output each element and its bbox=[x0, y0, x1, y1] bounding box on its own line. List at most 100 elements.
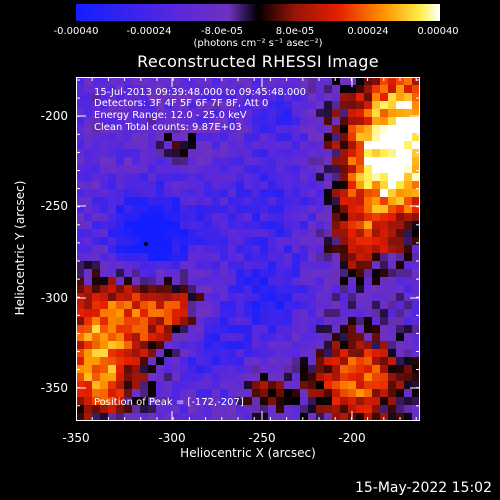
image-pixel bbox=[388, 93, 397, 102]
image-pixel bbox=[324, 245, 333, 254]
image-pixel bbox=[340, 301, 349, 310]
image-pixel bbox=[116, 173, 125, 182]
image-pixel bbox=[116, 317, 125, 326]
image-pixel bbox=[340, 261, 349, 270]
image-pixel bbox=[156, 205, 165, 214]
image-pixel bbox=[204, 197, 213, 206]
image-pixel bbox=[260, 405, 269, 414]
image-pixel bbox=[92, 413, 101, 421]
image-pixel bbox=[116, 85, 125, 94]
image-pixel bbox=[236, 397, 245, 406]
image-pixel bbox=[356, 205, 365, 214]
image-pixel bbox=[348, 173, 357, 182]
image-pixel bbox=[364, 93, 373, 102]
image-pixel bbox=[284, 157, 293, 166]
image-pixel bbox=[364, 125, 373, 134]
image-pixel bbox=[292, 85, 301, 94]
image-pixel bbox=[260, 157, 269, 166]
image-pixel bbox=[372, 77, 381, 86]
image-pixel bbox=[220, 389, 229, 398]
image-pixel bbox=[180, 405, 189, 414]
image-pixel bbox=[324, 373, 333, 382]
image-pixel bbox=[108, 261, 117, 270]
image-pixel bbox=[132, 173, 141, 182]
image-pixel bbox=[108, 125, 117, 134]
image-pixel bbox=[132, 373, 141, 382]
image-pixel bbox=[340, 229, 349, 238]
image-pixel bbox=[92, 85, 101, 94]
image-pixel bbox=[308, 117, 317, 126]
image-pixel bbox=[276, 165, 285, 174]
image-pixel bbox=[340, 245, 349, 254]
image-pixel bbox=[388, 301, 397, 310]
image-pixel bbox=[252, 181, 261, 190]
image-pixel bbox=[308, 405, 317, 414]
image-pixel bbox=[196, 197, 205, 206]
image-pixel bbox=[140, 325, 149, 334]
image-pixel bbox=[76, 237, 85, 246]
image-pixel bbox=[220, 349, 229, 358]
image-pixel bbox=[132, 325, 141, 334]
image-pixel bbox=[140, 85, 149, 94]
image-pixel bbox=[356, 165, 365, 174]
image-pixel bbox=[76, 405, 85, 414]
image-pixel bbox=[84, 109, 93, 118]
image-pixel bbox=[364, 213, 373, 222]
image-pixel bbox=[260, 125, 269, 134]
image-pixel bbox=[156, 333, 165, 342]
image-pixel bbox=[308, 301, 317, 310]
image-pixel bbox=[100, 133, 109, 142]
image-pixel bbox=[124, 117, 133, 126]
image-pixel bbox=[188, 325, 197, 334]
image-pixel bbox=[396, 293, 405, 302]
image-pixel bbox=[252, 189, 261, 198]
image-pixel bbox=[156, 261, 165, 270]
image-pixel bbox=[156, 309, 165, 318]
image-pixel bbox=[332, 141, 341, 150]
image-pixel bbox=[196, 133, 205, 142]
image-pixel bbox=[196, 293, 205, 302]
image-pixel bbox=[300, 181, 309, 190]
image-pixel bbox=[300, 365, 309, 374]
image-pixel bbox=[204, 141, 213, 150]
image-pixel bbox=[236, 189, 245, 198]
image-pixel bbox=[140, 317, 149, 326]
image-pixel bbox=[220, 373, 229, 382]
image-pixel bbox=[196, 285, 205, 294]
image-pixel bbox=[244, 269, 253, 278]
image-pixel bbox=[388, 205, 397, 214]
image-pixel bbox=[364, 309, 373, 318]
image-pixel bbox=[140, 365, 149, 374]
image-pixel bbox=[164, 349, 173, 358]
image-pixel bbox=[300, 341, 309, 350]
image-pixel bbox=[164, 389, 173, 398]
image-pixel bbox=[252, 173, 261, 182]
image-pixel bbox=[164, 221, 173, 230]
image-pixel bbox=[292, 149, 301, 158]
image-pixel bbox=[140, 181, 149, 190]
image-pixel bbox=[204, 109, 213, 118]
image-pixel bbox=[188, 293, 197, 302]
image-pixel bbox=[124, 197, 133, 206]
image-pixel bbox=[292, 349, 301, 358]
image-pixel bbox=[132, 165, 141, 174]
image-pixel bbox=[140, 229, 149, 238]
image-pixel bbox=[404, 101, 413, 110]
image-pixel bbox=[116, 149, 125, 158]
image-pixel bbox=[332, 397, 341, 406]
image-pixel bbox=[300, 333, 309, 342]
image-pixel bbox=[388, 333, 397, 342]
time-range-text: 15-Jul-2013 09:39:48.000 to 09:45:48.000 bbox=[94, 87, 306, 98]
image-pixel bbox=[268, 245, 277, 254]
image-pixel bbox=[324, 349, 333, 358]
image-pixel bbox=[228, 213, 237, 222]
image-pixel bbox=[236, 221, 245, 230]
image-pixel bbox=[372, 189, 381, 198]
image-pixel bbox=[204, 157, 213, 166]
image-pixel bbox=[348, 365, 357, 374]
image-pixel bbox=[252, 413, 261, 421]
image-pixel bbox=[188, 213, 197, 222]
image-pixel bbox=[260, 373, 269, 382]
image-pixel bbox=[92, 93, 101, 102]
image-pixel bbox=[164, 357, 173, 366]
